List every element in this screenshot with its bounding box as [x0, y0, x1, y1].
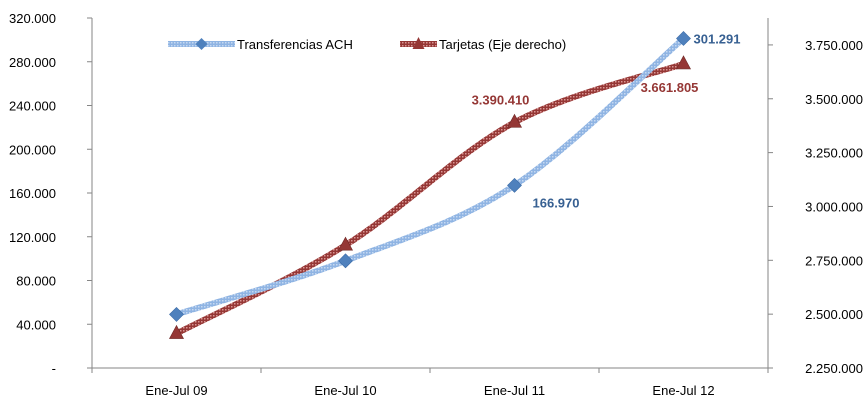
- data-point-tarjetas: [337, 236, 354, 251]
- left-axis-ticks: - 40.000 80.000 120.000 160.000 200.000 240.00…: [9, 11, 92, 376]
- left-tick-label: 200.000: [9, 142, 56, 157]
- right-tick-label: 3.000.000: [805, 199, 863, 214]
- data-point-tarjetas: [675, 55, 692, 70]
- left-tick-label: 320.000: [9, 11, 56, 26]
- right-axis-ticks: 2.250.000 2.500.000 2.750.000 3.000.000 3.25…: [768, 38, 863, 376]
- left-tick-label: 40.000: [16, 317, 56, 332]
- x-tick-label: Ene-Jul 11: [484, 383, 545, 398]
- right-tick-label: 3.250.000: [805, 146, 863, 161]
- data-label-tarjetas: 3.390.410: [472, 92, 530, 107]
- data-label-transferencias-ach: 166.970: [533, 195, 580, 210]
- left-tick-label: 80.000: [16, 274, 56, 289]
- x-tick-label: Ene-Jul 10: [314, 383, 376, 398]
- data-label-transferencias-ach: 301.291: [694, 31, 741, 46]
- legend-marker-transferencias-ach: [195, 38, 208, 50]
- left-tick-label: 120.000: [9, 230, 56, 245]
- series-layer: [168, 31, 692, 339]
- legend-label-tarjetas: Tarjetas (Eje derecho): [439, 37, 566, 52]
- right-tick-label: 2.750.000: [805, 253, 863, 268]
- right-tick-label: 3.500.000: [805, 92, 863, 107]
- x-tick-label: Ene-Jul 12: [652, 383, 714, 398]
- legend-label-transferencias-ach: Transferencias ACH: [237, 37, 353, 52]
- x-axis-ticks: Ene-Jul 09 Ene-Jul 10 Ene-Jul 11 Ene-Jul 12: [91, 368, 769, 398]
- right-tick-label: 2.250.000: [805, 361, 863, 376]
- data-point-tarjetas: [506, 113, 523, 128]
- right-tick-label: 2.500.000: [805, 307, 863, 322]
- data-point-transferencias-ach: [507, 177, 522, 193]
- left-tick-label: 160.000: [9, 186, 56, 201]
- left-tick-label: 280.000: [9, 55, 56, 70]
- legend: Transferencias ACH Tarjetas (Eje derecho): [168, 37, 566, 52]
- data-labels: 3.390.410 3.661.805 166.970 301.291: [472, 31, 741, 210]
- right-tick-label: 3.750.000: [805, 38, 863, 53]
- series-line-transferencias-ach: [173, 35, 687, 318]
- left-tick-label: -: [52, 361, 56, 376]
- data-point-tarjetas: [168, 324, 185, 339]
- left-tick-label: 240.000: [9, 99, 56, 114]
- x-tick-label: Ene-Jul 09: [145, 383, 207, 398]
- legend-marker-tarjetas: [412, 37, 425, 49]
- series-line-tarjetas: [173, 60, 687, 337]
- data-point-transferencias-ach: [338, 253, 353, 269]
- data-point-transferencias-ach: [676, 31, 691, 46]
- data-point-transferencias-ach: [169, 306, 184, 322]
- data-label-tarjetas: 3.661.805: [641, 80, 699, 95]
